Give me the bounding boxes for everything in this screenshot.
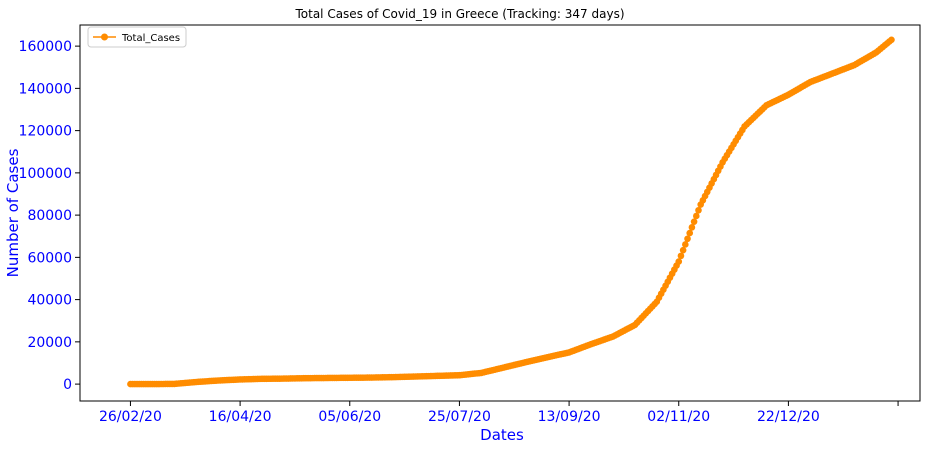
data-point <box>690 218 698 225</box>
x-tick-label: 22/12/20 <box>757 409 820 425</box>
y-tick-label: 100000 <box>19 166 72 182</box>
x-tick-label: 26/02/20 <box>99 409 162 425</box>
data-point <box>695 206 702 214</box>
x-tick-label: 13/09/20 <box>538 409 601 425</box>
data-point <box>677 252 685 260</box>
y-tick-label: 40000 <box>27 293 72 309</box>
data-point <box>686 229 694 237</box>
y-axis: 0 20000 40000 60000 80000 100000 120000 140000 1… <box>19 39 80 393</box>
data-point <box>688 224 696 231</box>
data-point <box>679 246 687 254</box>
y-tick-label: 120000 <box>19 124 72 140</box>
x-axis-title: Dates <box>480 426 524 444</box>
legend: Total_Cases <box>87 26 187 48</box>
y-axis-title: Number of Cases <box>4 148 22 277</box>
y-tick-label: 0 <box>63 377 72 393</box>
series-total-cases <box>127 36 895 388</box>
x-tick-label: 02/11/20 <box>647 409 710 425</box>
data-point <box>675 258 683 265</box>
plot-frame <box>79 24 921 402</box>
data-point <box>684 235 691 243</box>
chart-title: Total Cases of Covid_19 in Greece (Track… <box>294 7 624 21</box>
y-tick-label: 140000 <box>19 81 72 97</box>
y-tick-label: 60000 <box>27 250 72 266</box>
legend-label: Total_Cases <box>121 33 180 44</box>
data-point <box>682 241 689 248</box>
data-point <box>692 212 700 220</box>
x-tick-label: 05/06/20 <box>318 409 381 425</box>
data-point <box>888 36 895 44</box>
x-tick-label: 25/07/20 <box>428 409 491 425</box>
y-tick-label: 80000 <box>27 208 72 224</box>
y-tick-label: 20000 <box>27 335 72 351</box>
y-tick-label: 160000 <box>19 39 72 55</box>
x-tick-label: 16/04/20 <box>209 409 272 425</box>
legend-marker-swatch <box>101 33 108 41</box>
legend-box <box>87 26 187 48</box>
x-axis: 26/02/20 16/04/20 05/06/20 25/07/20 13/09/20… <box>99 401 899 425</box>
